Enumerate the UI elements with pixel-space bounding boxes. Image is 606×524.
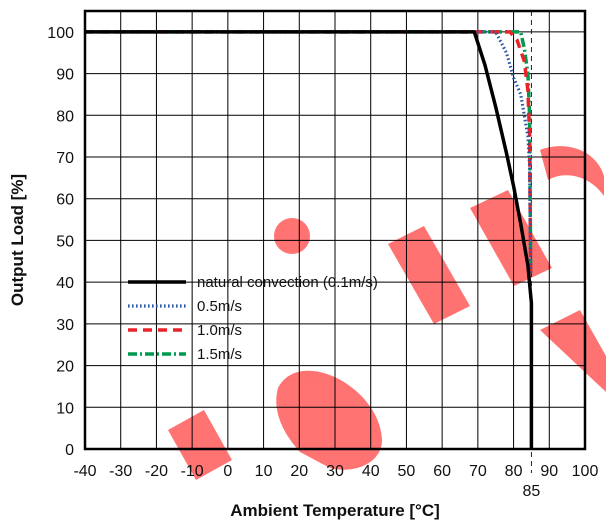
watermark-dot bbox=[274, 218, 310, 254]
x-tick-label: 0 bbox=[223, 463, 232, 480]
reference-label-85: 85 bbox=[523, 483, 541, 500]
x-tick-label: 30 bbox=[326, 463, 344, 480]
x-tick-label: 80 bbox=[505, 463, 523, 480]
legend-label-1: 0.5m/s bbox=[197, 298, 242, 315]
series-group bbox=[85, 30, 534, 449]
watermark-stroke-4 bbox=[168, 410, 232, 480]
x-tick-label: 70 bbox=[469, 463, 487, 480]
series-line-1 bbox=[85, 30, 533, 274]
y-tick-label: 70 bbox=[56, 150, 74, 167]
watermark-stroke-5 bbox=[540, 146, 604, 196]
legend-label-3: 1.5m/s bbox=[197, 346, 242, 363]
x-tick-label: -30 bbox=[109, 463, 132, 480]
plot-frame bbox=[83, 9, 587, 451]
y-tick-label: 60 bbox=[56, 192, 74, 209]
legend-label-2: 1.0m/s bbox=[197, 322, 242, 339]
x-tick-label: 50 bbox=[398, 463, 416, 480]
legend-label-0: natural convection (0.1m/s) bbox=[197, 274, 378, 291]
watermark-stroke-3 bbox=[470, 190, 552, 286]
watermark-stroke-1 bbox=[276, 370, 382, 470]
y-tick-label: 0 bbox=[65, 442, 74, 459]
y-tick-label: 90 bbox=[56, 67, 74, 84]
x-tick-label: 10 bbox=[255, 463, 273, 480]
y-tick-label: 50 bbox=[56, 233, 74, 250]
y-tick-label: 100 bbox=[47, 25, 74, 42]
x-tick-label: 100 bbox=[572, 463, 599, 480]
watermark-stroke-6 bbox=[540, 310, 606, 392]
x-tick-label: -40 bbox=[73, 463, 96, 480]
x-tick-label: 90 bbox=[540, 463, 558, 480]
x-tick-label: 20 bbox=[290, 463, 308, 480]
series-line-2 bbox=[85, 30, 533, 274]
y-tick-label: 80 bbox=[56, 108, 74, 125]
x-tick-label: 40 bbox=[362, 463, 380, 480]
tick-labels: -40 -30 -20 -10 0 10 20 30 40 50 60 70 80 90 100 0 10 20 3… bbox=[47, 25, 598, 480]
watermark bbox=[168, 146, 606, 480]
y-tick-label: 40 bbox=[56, 275, 74, 292]
y-tick-label: 30 bbox=[56, 317, 74, 334]
watermark-stroke-2 bbox=[388, 226, 470, 324]
series-line-0 bbox=[85, 30, 534, 449]
y-tick-label: 20 bbox=[56, 359, 74, 376]
x-tick-label: -20 bbox=[145, 463, 168, 480]
y-axis-label: Output Load [%] bbox=[8, 174, 27, 306]
legend: natural convection (0.1m/s) 0.5m/s 1.0m/s 1… bbox=[128, 274, 378, 363]
y-tick-label: 10 bbox=[56, 400, 74, 417]
x-tick-label: 60 bbox=[433, 463, 451, 480]
x-tick-label: -10 bbox=[181, 463, 204, 480]
x-axis-label: Ambient Temperature [°C] bbox=[230, 501, 440, 520]
